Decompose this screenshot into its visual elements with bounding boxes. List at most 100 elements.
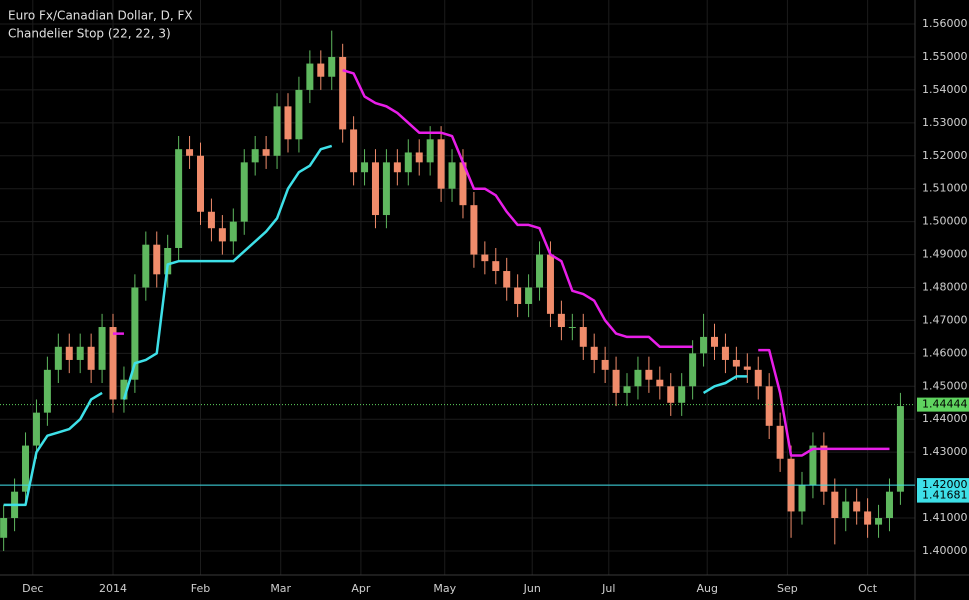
- y-tick-label: 1.54000: [922, 83, 968, 96]
- candle-body: [317, 63, 325, 77]
- candle-body: [842, 501, 850, 519]
- candle-body: [328, 56, 336, 77]
- candle-body: [437, 139, 445, 189]
- candle-body: [98, 327, 106, 370]
- candle-body: [361, 162, 369, 173]
- candle-body: [164, 247, 172, 275]
- x-tick-label: Feb: [191, 582, 210, 595]
- y-tick-label: 1.56000: [922, 17, 968, 30]
- candle-body: [754, 369, 762, 387]
- candle-body: [656, 379, 664, 387]
- y-tick-label: 1.44000: [922, 412, 968, 425]
- x-tick-label: 2014: [99, 582, 127, 595]
- candle-body: [536, 254, 544, 288]
- y-tick-label: 1.40000: [922, 544, 968, 557]
- candle-body: [371, 162, 379, 216]
- candle-body: [765, 386, 773, 426]
- stop-line: [113, 68, 890, 457]
- candle-body: [525, 287, 533, 304]
- candle-body: [142, 244, 150, 288]
- x-tick-label: Apr: [351, 582, 371, 595]
- y-tick-label: 1.51000: [922, 182, 968, 195]
- candle-body: [743, 366, 751, 370]
- price-marker: [917, 478, 969, 493]
- candle-body: [711, 336, 719, 347]
- candle-body: [732, 359, 740, 367]
- candle-body: [339, 56, 347, 130]
- candle-body: [65, 346, 73, 360]
- candle-body: [306, 63, 314, 90]
- candle-body: [0, 518, 8, 538]
- candle-body: [678, 386, 686, 403]
- candle-body: [120, 379, 128, 400]
- y-tick-label: 1.53000: [922, 116, 968, 129]
- candle-body: [875, 518, 883, 525]
- x-tick-label: Sep: [777, 582, 798, 595]
- candle-body: [470, 205, 478, 255]
- candle-body: [284, 106, 292, 140]
- candle-body: [896, 406, 904, 492]
- candle-body: [546, 254, 554, 314]
- candle-body: [109, 327, 117, 400]
- candle-body: [382, 162, 390, 216]
- candle-body: [459, 162, 467, 206]
- candle-body: [798, 485, 806, 512]
- y-tick-label: 1.46000: [922, 346, 968, 359]
- candle-body: [776, 425, 784, 459]
- candle-body: [54, 346, 62, 370]
- price-marker-label: 1.42000: [922, 478, 968, 491]
- x-tick-label: May: [433, 582, 456, 595]
- x-tick-label: Aug: [696, 582, 717, 595]
- candle-body: [87, 346, 95, 370]
- candle-body: [700, 336, 708, 354]
- candle-body: [251, 149, 259, 163]
- candle-body: [32, 412, 40, 446]
- candle-body: [514, 287, 522, 304]
- candle-body: [864, 511, 872, 525]
- candle-body: [853, 501, 861, 512]
- y-tick-label: 1.50000: [922, 215, 968, 228]
- candle-body: [426, 139, 434, 163]
- candle-body: [568, 327, 576, 329]
- y-tick-label: 1.48000: [922, 281, 968, 294]
- candle-body: [131, 287, 139, 380]
- x-tick-label: Jun: [523, 582, 541, 595]
- candle-body: [262, 149, 270, 156]
- candle-body: [481, 254, 489, 262]
- candle-body: [689, 353, 697, 387]
- candle-body: [43, 369, 51, 413]
- candle-body: [229, 221, 237, 242]
- candle-body: [22, 445, 30, 492]
- price-marker-label: 1.41681: [922, 489, 968, 502]
- candle-body: [492, 261, 500, 272]
- price-marker: [917, 488, 969, 503]
- candle-body: [721, 346, 729, 360]
- candle-body: [612, 369, 620, 393]
- candle-body: [645, 369, 653, 380]
- indicator-label: Chandelier Stop (22, 22, 3): [8, 27, 171, 41]
- y-tick-label: 1.47000: [922, 313, 968, 326]
- candle-body: [350, 129, 358, 173]
- price-marker-label: 1.44444: [922, 398, 968, 411]
- candle-body: [831, 491, 839, 519]
- candle-body: [240, 162, 248, 222]
- candle-body: [196, 155, 204, 212]
- candle-body: [885, 491, 893, 519]
- candle-body: [634, 369, 642, 387]
- x-tick-label: Dec: [22, 582, 43, 595]
- candle-body: [76, 346, 84, 360]
- candle-body: [273, 106, 281, 156]
- candle-body: [820, 445, 828, 492]
- candle-body: [667, 386, 675, 403]
- y-tick-label: 1.52000: [922, 149, 968, 162]
- candle-body: [557, 313, 565, 328]
- candle-body: [448, 162, 456, 189]
- x-tick-label: Mar: [270, 582, 291, 595]
- candle-body: [503, 271, 511, 288]
- y-tick-label: 1.41000: [922, 511, 968, 524]
- y-tick-label: 1.45000: [922, 379, 968, 392]
- x-tick-label: Oct: [858, 582, 878, 595]
- candle-body: [579, 327, 587, 347]
